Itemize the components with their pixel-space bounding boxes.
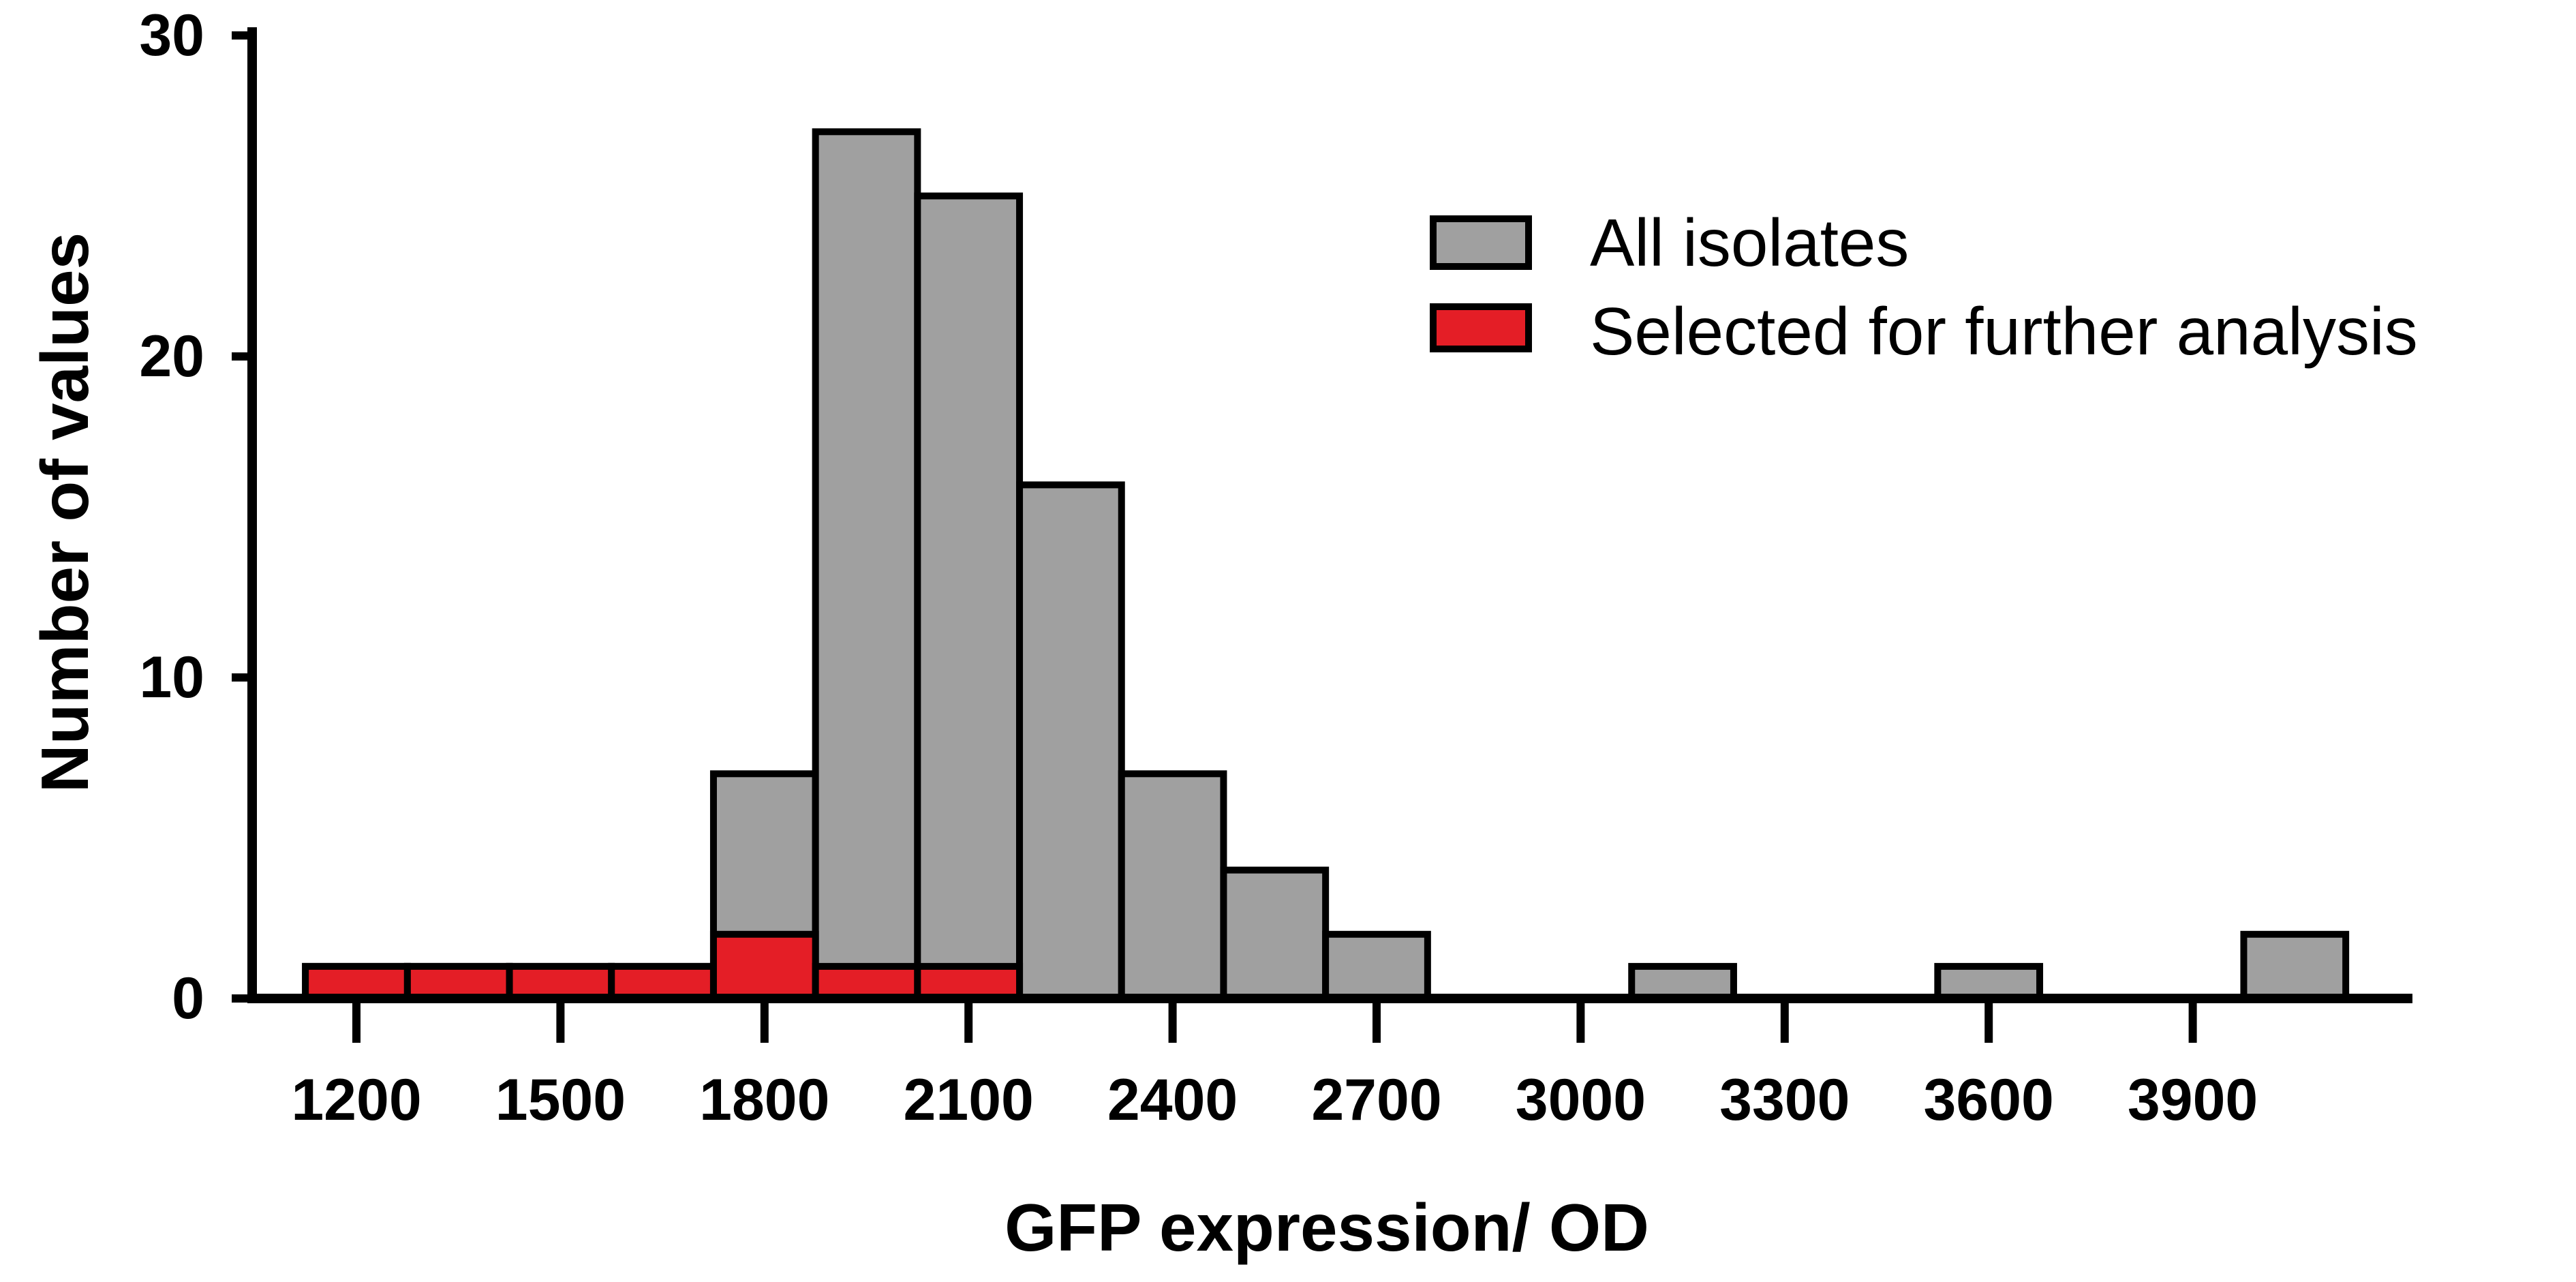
bar-selected-for-further-analysis-1350 bbox=[403, 962, 513, 1003]
bar-all-isolates-2250 bbox=[1016, 481, 1125, 1002]
x-tick-label-2100: 2100 bbox=[904, 1067, 1034, 1133]
x-tick-label-1200: 1200 bbox=[291, 1067, 421, 1133]
bar-all-isolates-3600 bbox=[1934, 962, 2044, 1003]
bar-all-isolates-2550 bbox=[1220, 866, 1330, 1002]
legend-label-all-isolates: All isolates bbox=[1590, 205, 1909, 280]
y-ticks: 0 10 20 30 bbox=[139, 3, 252, 1031]
x-tick-label-2700: 2700 bbox=[1311, 1067, 1441, 1133]
y-tick-label-20: 20 bbox=[139, 324, 204, 389]
bar-all-isolates-1950 bbox=[812, 128, 921, 1002]
legend: All isolates Selected for further analys… bbox=[1430, 205, 2418, 369]
bar-all-isolates-2100 bbox=[914, 192, 1024, 1002]
bar-all-isolates-4050 bbox=[2240, 930, 2350, 1003]
legend-label-selected: Selected for further analysis bbox=[1590, 294, 2418, 369]
x-tick-label-3600: 3600 bbox=[1924, 1067, 2054, 1133]
bar-all-isolates-2400 bbox=[1118, 770, 1227, 1003]
y-tick-label-10: 10 bbox=[139, 645, 204, 710]
bar-all-isolates-3150 bbox=[1628, 962, 1737, 1003]
x-tick-label-1800: 1800 bbox=[699, 1067, 829, 1133]
bar-selected-for-further-analysis-1650 bbox=[608, 962, 717, 1003]
bar-all-isolates-2700 bbox=[1322, 930, 1431, 1003]
bars-layer bbox=[302, 128, 2350, 1003]
bar-selected-for-further-analysis-1800 bbox=[709, 930, 819, 1003]
bar-selected-for-further-analysis-1200 bbox=[302, 962, 411, 1003]
bar-selected-for-further-analysis-2100 bbox=[914, 962, 1024, 1003]
bar-selected-for-further-analysis-1950 bbox=[812, 962, 921, 1003]
x-tick-label-3300: 3300 bbox=[1719, 1067, 1850, 1133]
x-tick-label-3900: 3900 bbox=[2128, 1067, 2258, 1133]
axes-layer bbox=[247, 27, 2412, 1003]
y-tick-label-30: 30 bbox=[139, 3, 204, 68]
x-tick-label-3000: 3000 bbox=[1516, 1067, 1646, 1133]
legend-swatch-all-isolates bbox=[1430, 215, 1532, 270]
bar-selected-for-further-analysis-1500 bbox=[506, 962, 615, 1003]
y-tick-label-0: 0 bbox=[172, 966, 204, 1031]
x-axis-title: GFP expression/ OD bbox=[1005, 1190, 1649, 1265]
y-axis-title: Number of values bbox=[27, 232, 102, 793]
x-tick-label-1500: 1500 bbox=[495, 1067, 626, 1133]
x-tick-label-2400: 2400 bbox=[1107, 1067, 1238, 1133]
legend-swatch-selected bbox=[1430, 303, 1532, 352]
x-ticks: 1200 1500 1800 2100 2400 2700 3000 3300 3600 3900 bbox=[291, 998, 2258, 1133]
